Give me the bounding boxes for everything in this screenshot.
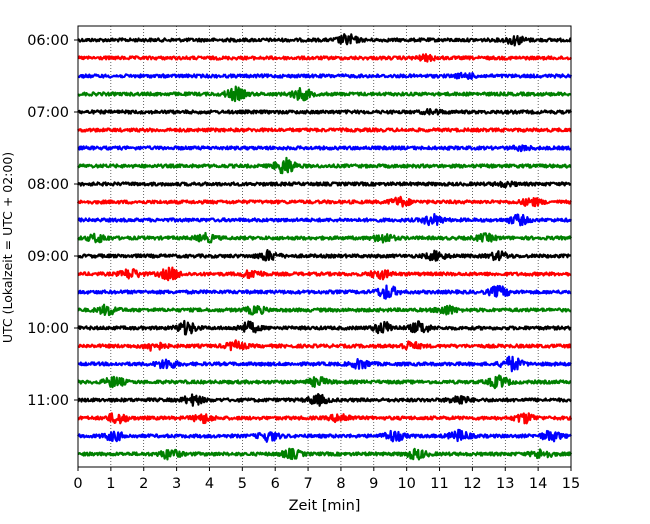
trace-1145: [77, 447, 573, 461]
trace-0830: [77, 212, 573, 227]
trace-0730: [77, 144, 572, 153]
x-tick-label: 3: [172, 476, 181, 492]
trace-0715: [77, 127, 572, 133]
trace-0700: [77, 108, 573, 116]
y-tick-label: 11:00: [27, 393, 69, 409]
trace-0800: [76, 180, 572, 189]
x-tick-label: 0: [73, 476, 82, 492]
x-tick-label: 10: [397, 476, 415, 492]
x-tick-label: 6: [271, 476, 280, 492]
trace-1045: [77, 374, 572, 390]
trace-1030: [77, 355, 572, 373]
x-axis-title: Zeit [min]: [289, 498, 361, 514]
trace-0645: [77, 85, 572, 103]
x-tick-label: 8: [336, 476, 345, 492]
trace-1115: [77, 412, 573, 425]
trace-0630: [77, 71, 573, 81]
x-tick-label: 1: [106, 476, 115, 492]
trace-0615: [77, 53, 573, 63]
trace-0600: [77, 33, 572, 47]
trace-1130: [77, 428, 572, 443]
y-tick-label: 10:00: [27, 321, 69, 337]
x-tick-label: 14: [529, 476, 547, 492]
x-tick-label: 15: [562, 476, 580, 492]
trace-0945: [77, 303, 572, 317]
x-tick-label: 11: [430, 476, 448, 492]
y-tick-label: 07:00: [27, 105, 69, 121]
x-tick-label: 12: [463, 476, 481, 492]
x-tick-label: 5: [238, 476, 247, 492]
x-tick-label: 13: [496, 476, 514, 492]
x-tick-label: 2: [139, 476, 148, 492]
trace-layer: [76, 33, 573, 461]
trace-1015: [77, 339, 572, 352]
trace-0845: [77, 231, 573, 244]
trace-0900: [76, 249, 572, 262]
x-tick-label: 9: [369, 476, 378, 492]
y-tick-label: 08:00: [27, 177, 69, 193]
y-axis-title: UTC (Lokalzeit = UTC + 02:00): [0, 152, 15, 343]
y-tick-label: 06:00: [27, 33, 69, 49]
trace-0745: [77, 156, 572, 175]
trace-0915: [77, 266, 572, 282]
x-tick-label: 7: [303, 476, 312, 492]
tick-layer: 0 1 2 3 4 5 6 7 8 9 10 11 12 13 14 1506:0007:0008:0009:…: [27, 33, 580, 492]
x-tick-label: 4: [205, 476, 214, 492]
plot-frame: [77, 25, 572, 468]
trace-1100: [77, 393, 572, 407]
trace-1000: [76, 319, 572, 336]
y-tick-label: 09:00: [27, 249, 69, 265]
trace-0930: [77, 284, 572, 300]
trace-0815: [76, 195, 572, 208]
